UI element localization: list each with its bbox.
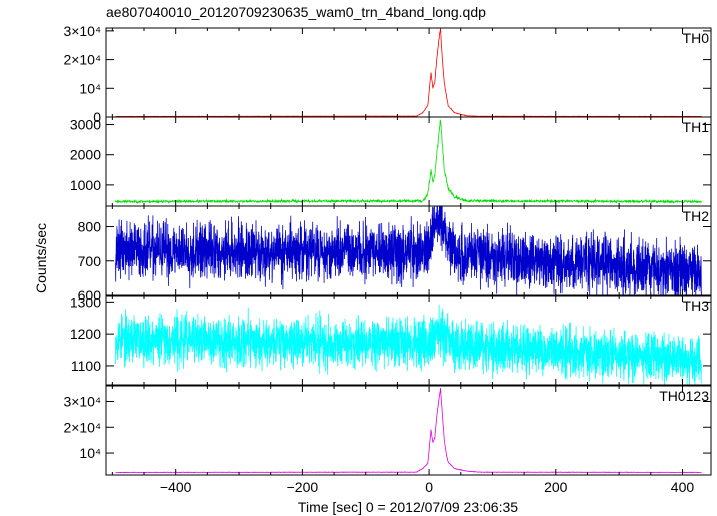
y-tick-label: 10⁴ xyxy=(79,445,101,461)
y-tick-label: 800 xyxy=(78,219,102,235)
panel-frame xyxy=(105,27,712,118)
panel-frame xyxy=(105,295,712,386)
y-tick-label: 0 xyxy=(93,109,101,125)
light-curve-th1 xyxy=(115,119,702,205)
y-tick-label: 2×10⁴ xyxy=(63,419,101,435)
y-tick-label: 700 xyxy=(78,253,102,269)
y-tick-label: 10⁴ xyxy=(79,80,101,96)
y-tick-label: 3000 xyxy=(70,117,101,133)
y-tick-label: 1300 xyxy=(70,294,101,310)
panel-frame xyxy=(105,205,712,296)
panel-label: TH0 xyxy=(683,30,710,46)
light-curve-th2 xyxy=(115,205,702,296)
panel-th1: 1000 2000 3000 TH1 xyxy=(70,116,712,207)
light-curve-th0 xyxy=(115,28,702,118)
panel-label: TH3 xyxy=(683,298,710,314)
x-tick-label: 0 xyxy=(425,479,433,495)
panel-label: TH0123 xyxy=(659,388,709,404)
panel-th2: 600 700 800 TH2 xyxy=(78,205,712,303)
chart-title: ae807040010_20120709230635_wam0_trn_4ban… xyxy=(106,4,486,20)
y-tick-label: 2×10⁴ xyxy=(63,52,101,68)
panel-frame xyxy=(105,116,712,207)
y-tick-label: 600 xyxy=(78,287,102,303)
y-tick-label: 1000 xyxy=(70,177,101,193)
light-curve-th3 xyxy=(115,304,702,386)
y-axis-label: Counts/sec xyxy=(33,223,49,293)
x-tick-label: −200 xyxy=(287,479,319,495)
panel-frame xyxy=(105,385,712,476)
panel-th0123: 10⁴ 2×10⁴ 3×10⁴ TH0123 xyxy=(63,385,712,476)
y-tick-label: 1100 xyxy=(71,358,101,374)
x-tick-label: 400 xyxy=(671,479,695,495)
y-tick-label: 1200 xyxy=(70,326,101,342)
light-curve-th0123 xyxy=(115,388,702,474)
panel-th3: 1100 1200 1300 TH3 xyxy=(70,294,712,386)
y-tick-label: 3×10⁴ xyxy=(63,23,101,39)
panel-label: TH2 xyxy=(683,208,710,224)
y-tick-label: 3×10⁴ xyxy=(63,393,101,409)
x-axis-label: Time [sec] 0 = 2012/07/09 23:06:35 xyxy=(298,499,518,515)
x-tick-label: −400 xyxy=(160,479,192,495)
panel-label: TH1 xyxy=(683,119,710,135)
panel-th0: 0 10⁴ 2×10⁴ 3×10⁴ TH0 xyxy=(63,23,712,125)
y-tick-label: 2000 xyxy=(70,147,101,163)
x-tick-label: 200 xyxy=(544,479,568,495)
